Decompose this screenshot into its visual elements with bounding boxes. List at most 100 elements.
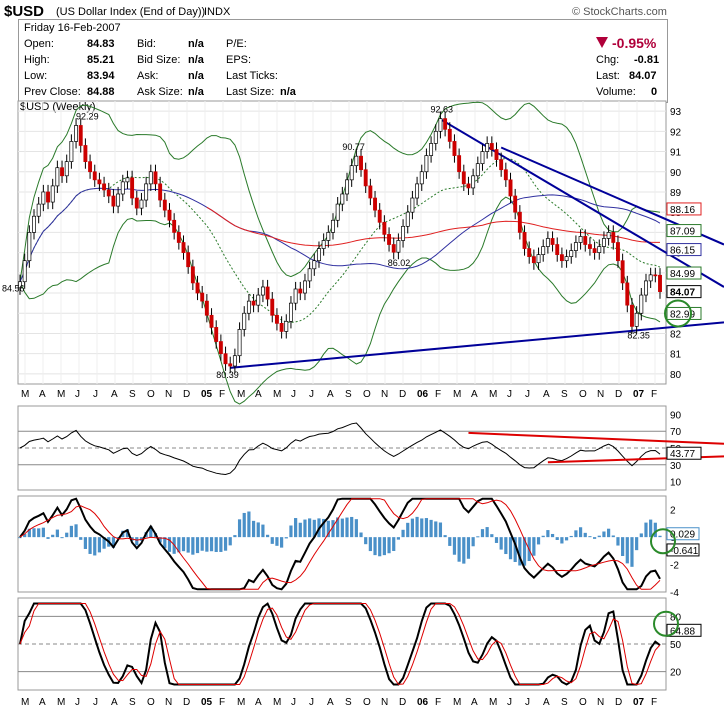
macd-histogram-bar	[280, 537, 284, 548]
ask-label: Ask:	[137, 70, 159, 82]
peak-label: 80.39	[216, 370, 239, 380]
macd-histogram-bar	[625, 537, 629, 564]
candle-body	[466, 183, 471, 189]
stoch-ytick-label: 20	[670, 668, 682, 679]
candle-body	[620, 260, 625, 284]
macd-histogram-bar	[46, 537, 50, 539]
macd-histogram-bar	[494, 537, 499, 543]
asksize-value: n/a	[188, 86, 204, 98]
x-tick-label: F	[435, 389, 441, 400]
candle-body	[102, 183, 107, 191]
macd-histogram-bar	[541, 535, 545, 538]
macd-histogram-bar	[546, 530, 550, 538]
macd-ytick-label: -2	[670, 561, 679, 572]
x-tick-label: F	[219, 697, 225, 708]
x-tick-label: J	[291, 697, 296, 708]
macd-histogram-bar	[457, 537, 461, 562]
macd-histogram-bar	[448, 537, 452, 546]
macd-histogram-bar	[163, 537, 167, 549]
macd-histogram-bar	[443, 535, 447, 538]
candle-body	[55, 167, 60, 187]
candle-body	[340, 193, 345, 205]
last-value: 84.07	[629, 70, 657, 82]
x-tick-label: A	[111, 697, 118, 708]
candle-body	[611, 232, 616, 243]
macd-histogram-bar	[233, 535, 237, 538]
candle-body	[349, 165, 354, 181]
candle-body	[195, 282, 200, 294]
candle-body	[232, 355, 237, 367]
macd-histogram-bar	[574, 530, 578, 538]
candle-body	[517, 211, 522, 233]
x-tick-label: O	[579, 389, 587, 400]
x-tick-label: F	[651, 389, 657, 400]
lastsize-value: n/a	[280, 86, 296, 98]
macd-histogram-bar	[452, 537, 457, 555]
x-tick-label: J	[93, 697, 98, 708]
candle-body	[88, 161, 93, 173]
pct-change: -0.95%	[612, 35, 657, 51]
chg-label: Chg:	[596, 54, 620, 66]
candle-body	[644, 280, 648, 296]
candle-body	[106, 189, 111, 197]
price-tag-box	[666, 266, 702, 280]
macd-histogram-bar	[635, 537, 639, 551]
bidsize-label: Bid Size:	[137, 54, 181, 66]
candle-body	[288, 302, 293, 322]
macd-line	[19, 497, 661, 591]
candle-body	[513, 195, 518, 213]
price-ytick-label: 92	[670, 127, 682, 138]
price-ytick-label: 81	[670, 350, 682, 361]
candle-body	[214, 327, 219, 342]
candle-body	[237, 329, 242, 357]
candle-body	[270, 298, 275, 316]
candle-body	[130, 177, 135, 199]
macd-histogram-bar	[499, 537, 503, 550]
price-ytick-label: 82	[670, 329, 682, 340]
candle-body	[317, 248, 321, 262]
x-tick-label: J	[525, 389, 530, 400]
candle-body	[36, 203, 41, 217]
macd-histogram-bar	[359, 532, 363, 538]
candle-body	[172, 219, 177, 233]
price-tag-label: 84.99	[670, 269, 695, 280]
candle-body	[461, 171, 466, 185]
x-tick-label: 06	[417, 697, 429, 708]
price-tag-label: 86.15	[670, 246, 695, 257]
price-candles	[18, 111, 662, 374]
x-tick-label: D	[615, 697, 622, 708]
x-tick-label: D	[183, 389, 190, 400]
candle-body	[181, 242, 186, 253]
candle-body	[97, 179, 102, 185]
macd-histogram-bar	[223, 537, 228, 551]
x-tick-label: O	[579, 697, 587, 708]
x-tick-label: 06	[417, 389, 429, 400]
macd-signal-line	[19, 498, 661, 590]
macd-histogram-bar	[630, 537, 634, 567]
macd-histogram-bar	[658, 535, 662, 538]
volume-label: Volume:	[596, 86, 636, 98]
x-tick-label: M	[57, 389, 65, 400]
x-tick-label: A	[471, 389, 478, 400]
macd-histogram-bar	[396, 537, 400, 540]
price-ytick-label: 91	[670, 148, 682, 159]
candle-body	[134, 197, 139, 209]
macd-histogram-bar	[392, 537, 396, 551]
macd-histogram-bar	[368, 537, 372, 552]
macd-histogram-bar	[621, 537, 625, 556]
x-tick-label: D	[615, 389, 622, 400]
candle-body	[452, 141, 457, 156]
macd-histogram-bar	[569, 535, 573, 538]
macd-histogram-bar	[186, 537, 190, 553]
candle-body	[176, 232, 181, 243]
macd-histogram-bar	[471, 537, 475, 547]
macd-histogram-bar	[522, 537, 527, 566]
candle-body	[373, 197, 377, 211]
x-tick-label: A	[255, 389, 262, 400]
candle-body	[190, 266, 195, 284]
macd-histogram-bar	[649, 519, 653, 538]
macd-histogram-bar	[331, 520, 335, 538]
price-tag-label: 82.99	[670, 309, 695, 320]
macd-histogram-bar	[466, 537, 471, 559]
